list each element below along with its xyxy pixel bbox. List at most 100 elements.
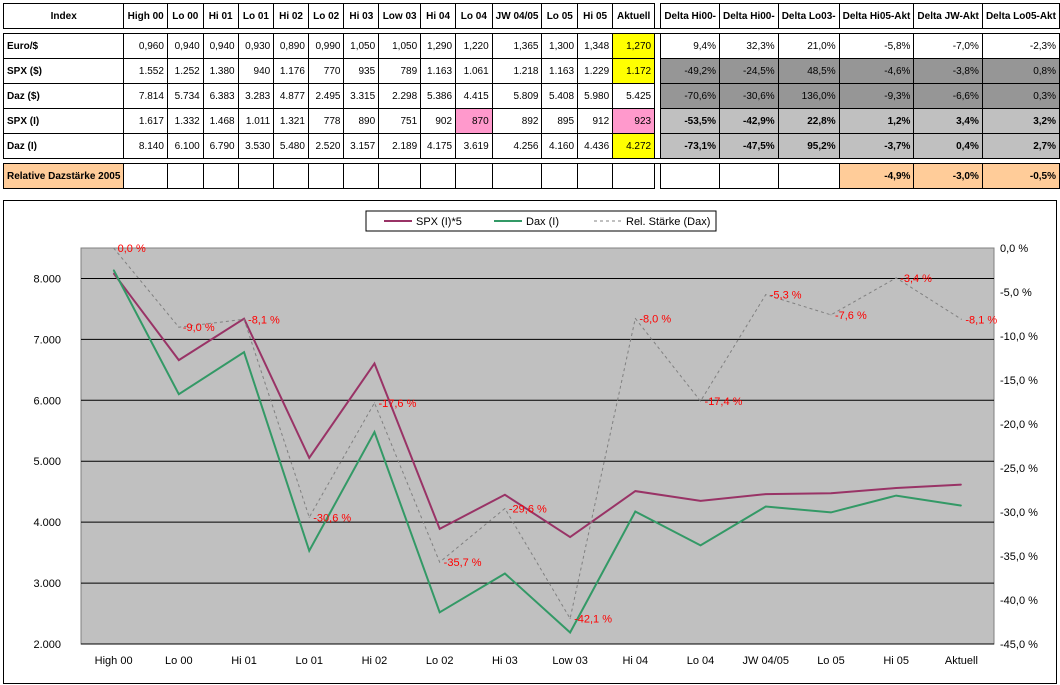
value-cell[interactable]: 1,220 xyxy=(455,33,493,59)
value-cell[interactable]: 870 xyxy=(455,108,493,134)
value-cell[interactable]: 770 xyxy=(307,58,345,84)
value-cell[interactable]: 1.163 xyxy=(541,58,579,84)
relative-value[interactable]: -3,0% xyxy=(913,163,983,189)
column-header[interactable]: Lo 05 xyxy=(541,3,579,29)
value-cell[interactable]: 4.160 xyxy=(541,133,579,159)
value-cell[interactable]: 2.298 xyxy=(378,83,422,109)
value-cell[interactable]: 1.552 xyxy=(123,58,168,84)
value-cell[interactable]: 3.619 xyxy=(455,133,493,159)
value-cell[interactable]: 4.436 xyxy=(577,133,614,159)
value-cell[interactable]: 1,270 xyxy=(612,33,656,59)
column-header[interactable]: Lo 02 xyxy=(307,3,345,29)
value-cell[interactable]: 4.877 xyxy=(273,83,309,109)
empty-cell[interactable] xyxy=(273,163,309,189)
value-cell[interactable]: 0,940 xyxy=(166,33,204,59)
value-cell[interactable]: 1.163 xyxy=(420,58,457,84)
value-cell[interactable]: 5.425 xyxy=(612,83,656,109)
column-header[interactable]: High 00 xyxy=(123,3,168,29)
column-header[interactable]: Index xyxy=(2,3,125,29)
gap-cell[interactable] xyxy=(654,108,662,134)
delta-column-header[interactable]: Delta Lo05-Akt xyxy=(981,3,1060,29)
empty-cell[interactable] xyxy=(343,163,380,189)
empty-cell[interactable] xyxy=(777,163,840,189)
value-cell[interactable]: 4.256 xyxy=(491,133,543,159)
empty-cell[interactable] xyxy=(719,163,779,189)
value-cell[interactable]: 3.530 xyxy=(237,133,275,159)
column-header[interactable]: Lo 00 xyxy=(166,3,204,29)
value-cell[interactable]: 923 xyxy=(612,108,656,134)
delta-cell[interactable]: 48,5% xyxy=(777,58,840,84)
gap-cell[interactable] xyxy=(654,163,662,189)
gap-cell[interactable] xyxy=(654,3,662,29)
value-cell[interactable]: 6.100 xyxy=(166,133,204,159)
delta-cell[interactable]: -4,6% xyxy=(838,58,915,84)
delta-cell[interactable]: -3,7% xyxy=(838,133,915,159)
empty-cell[interactable] xyxy=(237,163,275,189)
column-header[interactable]: Lo 01 xyxy=(237,3,275,29)
delta-cell[interactable]: -73,1% xyxy=(660,133,720,159)
column-header[interactable]: Hi 04 xyxy=(420,3,457,29)
empty-cell[interactable] xyxy=(166,163,204,189)
delta-cell[interactable]: -70,6% xyxy=(660,83,720,109)
delta-column-header[interactable]: Delta JW-Akt xyxy=(913,3,983,29)
value-cell[interactable]: 1.380 xyxy=(202,58,239,84)
empty-cell[interactable] xyxy=(123,163,168,189)
delta-cell[interactable]: -53,5% xyxy=(660,108,720,134)
delta-cell[interactable]: 95,2% xyxy=(777,133,840,159)
delta-column-header[interactable]: Delta Hi00- xyxy=(660,3,720,29)
relative-value[interactable]: -4,9% xyxy=(838,163,915,189)
delta-cell[interactable]: -7,0% xyxy=(913,33,983,59)
value-cell[interactable]: 1.172 xyxy=(612,58,656,84)
empty-cell[interactable] xyxy=(455,163,493,189)
value-cell[interactable]: 1,348 xyxy=(577,33,614,59)
delta-cell[interactable]: -24,5% xyxy=(719,58,779,84)
value-cell[interactable]: 751 xyxy=(378,108,422,134)
delta-column-header[interactable]: Delta Hi05-Akt xyxy=(838,3,915,29)
delta-column-header[interactable]: Delta Hi00- xyxy=(719,3,779,29)
delta-cell[interactable]: -42,9% xyxy=(719,108,779,134)
value-cell[interactable]: 1.332 xyxy=(166,108,204,134)
delta-cell[interactable]: -5,8% xyxy=(838,33,915,59)
row-label[interactable]: SPX (I) xyxy=(2,108,125,134)
empty-cell[interactable] xyxy=(577,163,614,189)
column-header[interactable]: Low 03 xyxy=(378,3,422,29)
value-cell[interactable]: 3.283 xyxy=(237,83,275,109)
value-cell[interactable]: 5.809 xyxy=(491,83,543,109)
empty-cell[interactable] xyxy=(491,163,543,189)
delta-cell[interactable]: 21,0% xyxy=(777,33,840,59)
column-header[interactable]: Hi 02 xyxy=(273,3,309,29)
value-cell[interactable]: 5.734 xyxy=(166,83,204,109)
value-cell[interactable]: 5.386 xyxy=(420,83,457,109)
empty-cell[interactable] xyxy=(612,163,656,189)
delta-cell[interactable]: -6,6% xyxy=(913,83,983,109)
value-cell[interactable]: 935 xyxy=(343,58,380,84)
value-cell[interactable]: 6.790 xyxy=(202,133,239,159)
empty-cell[interactable] xyxy=(541,163,579,189)
value-cell[interactable]: 902 xyxy=(420,108,457,134)
value-cell[interactable]: 5.980 xyxy=(577,83,614,109)
value-cell[interactable]: 912 xyxy=(577,108,614,134)
row-label[interactable]: Daz ($) xyxy=(2,83,125,109)
value-cell[interactable]: 895 xyxy=(541,108,579,134)
value-cell[interactable]: 1.229 xyxy=(577,58,614,84)
value-cell[interactable]: 1,290 xyxy=(420,33,457,59)
delta-cell[interactable]: -3,8% xyxy=(913,58,983,84)
value-cell[interactable]: 2.189 xyxy=(378,133,422,159)
delta-cell[interactable]: 2,7% xyxy=(981,133,1060,159)
value-cell[interactable]: 1.011 xyxy=(237,108,275,134)
value-cell[interactable]: 5.480 xyxy=(273,133,309,159)
relative-label[interactable]: Relative Dazstärke 2005 xyxy=(2,163,125,189)
value-cell[interactable]: 0,960 xyxy=(123,33,168,59)
value-cell[interactable]: 6.383 xyxy=(202,83,239,109)
gap-cell[interactable] xyxy=(654,58,662,84)
value-cell[interactable]: 0,990 xyxy=(307,33,345,59)
value-cell[interactable]: 1.061 xyxy=(455,58,493,84)
delta-cell[interactable]: -2,3% xyxy=(981,33,1060,59)
value-cell[interactable]: 1,300 xyxy=(541,33,579,59)
value-cell[interactable]: 4.272 xyxy=(612,133,656,159)
gap-cell[interactable] xyxy=(654,133,662,159)
value-cell[interactable]: 1.468 xyxy=(202,108,239,134)
column-header[interactable]: JW 04/05 xyxy=(491,3,543,29)
value-cell[interactable]: 3.315 xyxy=(343,83,380,109)
column-header[interactable]: Hi 03 xyxy=(343,3,380,29)
